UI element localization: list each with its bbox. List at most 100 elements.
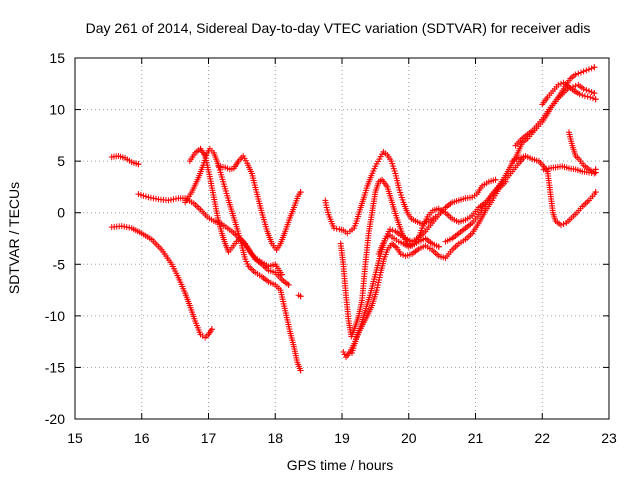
series-arc-o <box>512 64 598 149</box>
data-point <box>585 88 592 95</box>
data-point <box>147 194 154 201</box>
data-point <box>374 284 381 291</box>
data-point <box>591 90 598 97</box>
data-point <box>557 222 564 229</box>
data-point <box>572 71 579 78</box>
data-point <box>583 86 590 93</box>
chart-title: Day 261 of 2014, Sidereal Day-to-day VTE… <box>86 20 591 36</box>
data-point <box>580 68 587 75</box>
data-point <box>374 282 381 289</box>
data-point <box>580 85 587 92</box>
x-tick-label: 17 <box>201 430 217 446</box>
data-point <box>585 66 592 73</box>
data-point <box>373 287 380 294</box>
y-tick-label: 5 <box>57 153 65 169</box>
data-point <box>592 166 599 173</box>
series-arc-d <box>182 145 304 374</box>
series-arc-j <box>340 176 499 361</box>
data-point <box>584 93 591 100</box>
data-point <box>333 225 340 232</box>
y-tick-label: -15 <box>45 359 65 375</box>
series-arc-e <box>186 145 285 278</box>
data-point <box>390 242 397 249</box>
data-point <box>150 195 157 202</box>
data-point <box>167 196 174 203</box>
data-point <box>588 65 595 72</box>
data-point <box>543 165 550 172</box>
data-point <box>591 64 598 71</box>
data-point <box>142 193 149 200</box>
x-tick-label: 15 <box>67 430 83 446</box>
data-point <box>592 96 599 103</box>
data-point <box>170 196 177 203</box>
data-point <box>135 191 142 198</box>
data-point <box>435 243 442 250</box>
data-point <box>297 189 304 196</box>
data-point <box>121 223 128 230</box>
x-tick-label: 20 <box>401 430 417 446</box>
data-point <box>492 176 499 183</box>
data-point <box>560 221 567 228</box>
data-point <box>285 281 292 288</box>
series-arc-g <box>295 292 304 300</box>
series-arc-r <box>539 79 599 108</box>
data-point <box>126 224 133 231</box>
data-point <box>592 189 599 196</box>
x-tick-label: 23 <box>601 430 617 446</box>
data-point <box>588 89 595 96</box>
data-point <box>145 194 152 201</box>
y-tick-label: 10 <box>49 102 65 118</box>
y-tick-label: -10 <box>45 308 65 324</box>
data-point <box>589 95 596 102</box>
series-arc-p <box>540 163 599 177</box>
data-point <box>576 91 583 98</box>
data-point <box>341 351 348 358</box>
y-tick-label: 15 <box>49 50 65 66</box>
series-arc-i <box>337 176 442 340</box>
y-axis-label: SDTVAR / TECUs <box>6 182 22 294</box>
data-point <box>555 81 562 88</box>
data-point <box>579 92 586 99</box>
data-point <box>575 70 582 77</box>
data-point <box>172 195 179 202</box>
x-tick-label: 16 <box>134 430 150 446</box>
y-tick-labels: -20 -15 -10 -5 0 5 10 15 <box>45 50 65 427</box>
x-tick-label: 18 <box>267 430 283 446</box>
data-point <box>387 226 394 233</box>
data-point <box>376 274 383 281</box>
grid <box>75 58 609 419</box>
data-point <box>540 166 547 173</box>
series-arc-b <box>108 223 215 341</box>
data-point <box>297 367 304 374</box>
y-tick-label: -5 <box>53 256 66 272</box>
data-point <box>140 192 147 199</box>
series-arc-n <box>509 152 599 229</box>
y-tick-label: -20 <box>45 411 65 427</box>
series-arc-a <box>108 152 142 168</box>
data-point <box>135 161 142 168</box>
y-tick-label: 0 <box>57 205 65 221</box>
data-point <box>123 224 130 231</box>
x-tick-label: 22 <box>534 430 550 446</box>
data-point <box>278 271 285 278</box>
x-axis-label: GPS time / hours <box>287 457 394 473</box>
series-arc-q <box>565 129 599 175</box>
data-point <box>137 191 144 198</box>
data-point <box>389 227 396 234</box>
data-point <box>583 67 590 74</box>
series-arc-h <box>322 148 439 237</box>
data-point <box>165 197 172 204</box>
axis-ticks <box>74 57 610 420</box>
data-point <box>330 225 337 232</box>
data-point <box>297 293 304 300</box>
data-point <box>118 223 125 230</box>
series-arc-l <box>375 155 527 257</box>
x-tick-label: 21 <box>468 430 484 446</box>
data-point <box>392 243 399 250</box>
data-point <box>375 279 382 286</box>
data-point <box>375 277 382 284</box>
data-point <box>340 348 347 355</box>
data-point <box>587 94 594 101</box>
x-tick-label: 19 <box>334 430 350 446</box>
